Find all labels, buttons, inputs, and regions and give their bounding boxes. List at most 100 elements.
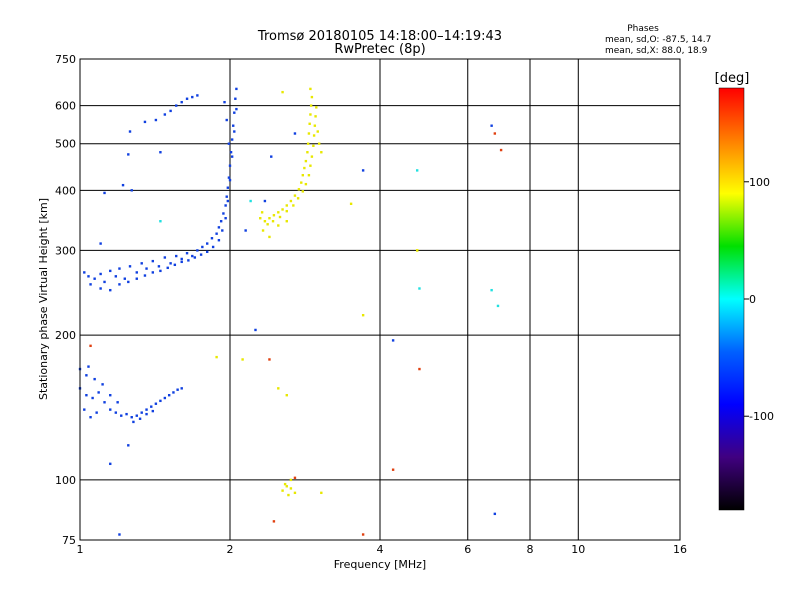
chart-subtitle: RwPretec (8p): [334, 42, 425, 57]
data-point: [196, 249, 199, 252]
data-point: [85, 374, 88, 377]
data-point: [87, 275, 90, 278]
data-point: [109, 462, 112, 466]
data-point: [316, 130, 319, 133]
data-point: [145, 408, 148, 411]
phases-line-o: mean, sd,O: -87.5, 14.7: [605, 35, 711, 45]
data-point: [493, 512, 497, 516]
data-point: [109, 288, 112, 292]
data-point: [270, 155, 273, 158]
y-axis-ticks: 75 100 200 300 400 500 600 750: [55, 53, 76, 547]
data-point: [293, 132, 297, 135]
data-point: [135, 277, 138, 280]
data-point: [145, 412, 148, 416]
data-point: [91, 396, 94, 400]
data-point: [306, 151, 309, 154]
data-point: [227, 176, 231, 179]
data-point: [226, 199, 230, 203]
data-point: [219, 220, 223, 223]
data-point: [361, 169, 365, 172]
data-point: [217, 239, 221, 242]
data-point: [230, 138, 234, 141]
data-point: [415, 169, 419, 172]
data-point: [127, 153, 130, 156]
data-point: [120, 414, 123, 417]
data-point: [235, 107, 238, 111]
data-point: [293, 491, 297, 495]
data-point: [97, 391, 100, 394]
data-point: [154, 118, 158, 122]
data-point: [199, 253, 203, 256]
data-point: [314, 115, 317, 118]
y-tick-label: 75: [62, 534, 76, 547]
data-point: [176, 388, 179, 391]
data-point: [130, 189, 133, 192]
y-axis-label: Stationary phase Virtual Height [km]: [37, 198, 50, 400]
data-point: [241, 358, 244, 361]
data-point: [277, 387, 280, 390]
data-point: [266, 223, 269, 226]
data-point: [221, 229, 224, 232]
data-point: [313, 124, 317, 127]
data-point: [215, 232, 218, 235]
data-point: [138, 417, 142, 420]
data-point: [93, 277, 96, 280]
data-point: [143, 120, 147, 124]
data-point: [121, 183, 125, 187]
data-point: [128, 130, 132, 133]
data-point: [167, 394, 171, 397]
data-point: [244, 229, 247, 232]
data-point: [217, 226, 221, 229]
data-point: [191, 254, 194, 258]
data-point: [227, 142, 231, 145]
data-point: [99, 242, 102, 245]
y-tick-label: 400: [55, 184, 76, 197]
data-point: [99, 272, 102, 276]
data-point: [118, 533, 121, 536]
data-point: [114, 411, 118, 414]
x-tick-label: 1: [77, 543, 84, 556]
data-point: [128, 265, 132, 268]
data-point: [496, 304, 500, 308]
y-tick-label: 500: [55, 138, 76, 151]
data-point: [308, 122, 311, 125]
data-point: [310, 155, 314, 158]
data-point: [309, 164, 312, 167]
y-tick-label: 200: [55, 329, 76, 342]
data-point: [271, 220, 275, 223]
data-point: [154, 402, 158, 405]
x-axis-label: Frequency [MHz]: [334, 558, 426, 571]
data-point: [228, 164, 232, 167]
data-point: [103, 401, 106, 404]
data-point: [135, 414, 138, 417]
data-point: [151, 271, 155, 274]
data-point: [300, 181, 303, 184]
data-point: [103, 191, 106, 195]
data-point: [317, 142, 321, 145]
data-point: [163, 113, 167, 116]
data-point: [101, 383, 104, 386]
data-point: [89, 344, 92, 348]
data-point: [87, 365, 90, 368]
data-point: [254, 328, 257, 332]
data-point: [304, 159, 308, 163]
data-point: [118, 283, 121, 286]
data-point: [349, 202, 353, 205]
data-point: [99, 287, 102, 290]
data-point: [418, 367, 421, 371]
data-point: [297, 188, 301, 191]
data-point: [261, 229, 265, 232]
data-point: [281, 489, 284, 492]
colorbar-tick-label: -100: [749, 410, 774, 423]
data-point: [281, 90, 284, 94]
data-point: [296, 197, 300, 200]
data-point: [180, 387, 183, 390]
colorbar-tick-label: 100: [749, 176, 770, 189]
data-point: [268, 235, 271, 239]
data-point: [109, 269, 112, 273]
data-point: [225, 118, 228, 122]
data-point: [83, 271, 86, 274]
y-tick-label: 750: [55, 53, 76, 66]
data-point: [285, 220, 288, 223]
data-point: [150, 405, 153, 408]
